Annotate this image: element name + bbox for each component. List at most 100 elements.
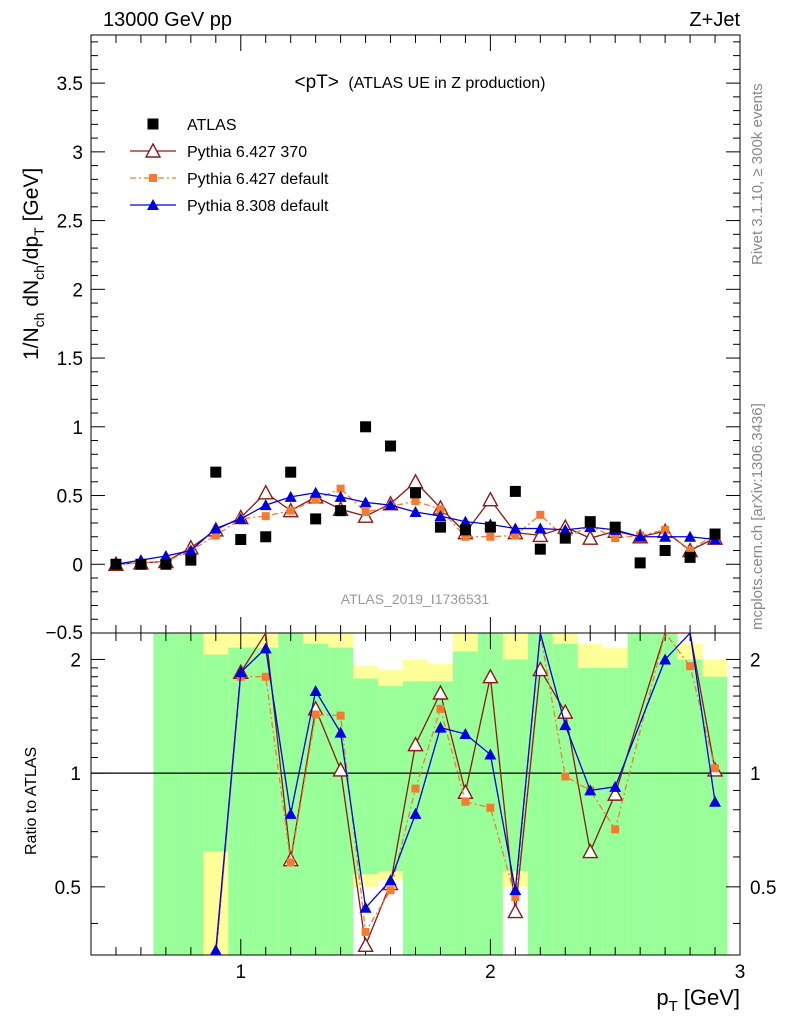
data-point <box>634 557 646 569</box>
ratio-data-point <box>486 803 495 812</box>
data-point <box>311 495 320 504</box>
y-axis-label-part: 1/N <box>20 327 43 360</box>
x-axis-label-unit: [GeV] <box>684 985 740 1010</box>
data-point <box>434 521 446 533</box>
data-point <box>261 512 270 521</box>
ratio-data-point <box>507 903 524 919</box>
y-tick-label-cut: −0.5 <box>45 623 83 644</box>
data-point <box>286 506 295 515</box>
ratio-band-green <box>627 633 653 955</box>
legend-entry: Pythia 6.427 default <box>187 171 329 188</box>
data-point <box>609 521 621 533</box>
legend-entry: Pythia 8.308 default <box>187 198 329 215</box>
legend-entry: ATLAS <box>187 117 237 134</box>
data-point <box>407 473 424 489</box>
ratio-axes: 1 2 3 0.5 0.5 1 1 2 2 <box>55 633 776 983</box>
data-point <box>534 543 546 555</box>
data-point <box>684 551 696 563</box>
y-axis-label-part: ch <box>31 265 47 280</box>
data-point <box>659 530 672 542</box>
data-point <box>336 484 345 493</box>
ratio-band-green <box>353 678 379 875</box>
ratio-data-point <box>484 748 497 760</box>
data-point <box>484 521 496 533</box>
ratio-data-point <box>286 858 295 867</box>
data-point <box>634 530 647 542</box>
x-tick-label: 3 <box>735 962 746 983</box>
ratio-data-point <box>607 785 624 801</box>
ratio-data-point <box>284 807 297 819</box>
series-ratio <box>209 631 724 956</box>
data-point <box>209 522 222 534</box>
y-tick-label: 2 <box>72 280 83 301</box>
data-point <box>185 554 197 566</box>
ratio-data-point <box>436 704 445 713</box>
y-axis-label-part: /dp <box>20 236 43 265</box>
ratio-band-green <box>577 667 603 955</box>
ratio-data-point <box>709 795 722 807</box>
data-point <box>511 531 520 540</box>
side-text-bottom: mcplots.cern.ch [arXiv:1306.3436] <box>749 403 766 630</box>
data-point <box>532 526 549 543</box>
data-point <box>257 484 274 500</box>
y-tick-label: 0 <box>72 555 83 576</box>
ratio-data-point <box>361 927 370 936</box>
legend: ATLAS Pythia 6.427 370 Pythia 6.427 defaul… <box>130 117 329 215</box>
y-tick-label: 3.5 <box>57 74 83 95</box>
data-point <box>135 558 147 570</box>
ratio-band-green <box>677 659 703 955</box>
y-axis-label-part: T <box>31 227 47 236</box>
side-text-top: Rivet 3.1.10, ≥ 300k events <box>749 83 766 265</box>
data-point <box>234 512 247 524</box>
data-point <box>384 499 397 511</box>
data-point <box>709 528 721 540</box>
x-tick-label: 1 <box>235 962 246 983</box>
ratio-tick-label: 2 <box>70 650 81 671</box>
data-point <box>159 550 172 562</box>
y-tick-label: 0.5 <box>57 487 83 508</box>
data-point <box>334 490 347 502</box>
data-point <box>582 529 599 545</box>
y-axis-label-part: dN <box>20 280 43 313</box>
ratio-data-point <box>209 944 222 956</box>
ratio-data-point <box>561 772 570 781</box>
data-point <box>659 545 671 557</box>
ratio-band-green <box>378 686 404 872</box>
y-axis-label: 1/Nch dNch/dpT [GeV] <box>20 168 47 360</box>
legend-marker <box>144 142 162 158</box>
ratio-data-point <box>311 710 320 719</box>
ratio-data-point <box>659 653 672 665</box>
data-point <box>536 510 545 519</box>
legend-entry: Pythia 6.427 370 <box>187 144 307 161</box>
ratio-tick-label: 1 <box>70 764 81 785</box>
data-point <box>184 544 197 556</box>
ratio-data-point <box>584 784 597 796</box>
ratio-data-point <box>332 761 349 777</box>
ratio-data-point <box>384 874 397 886</box>
data-point <box>559 532 571 544</box>
ratio-tick-label: 0.5 <box>55 878 81 899</box>
x-axis-label-main: p <box>656 985 668 1010</box>
ratio-data-point <box>234 666 247 678</box>
data-point <box>434 510 447 522</box>
ratio-band-green <box>527 633 553 955</box>
ratio-data-point <box>509 884 522 896</box>
data-point <box>534 522 547 534</box>
ratio-data-point <box>409 807 422 819</box>
data-point <box>260 531 272 543</box>
ratio-band-green <box>228 647 254 955</box>
ratio-data-point <box>461 797 470 806</box>
ratio-data-point <box>334 726 347 738</box>
plot-title-main: <pT> <box>295 72 339 93</box>
plot-title-sub: (ATLAS UE in Z production) <box>348 75 545 92</box>
data-point <box>410 487 421 499</box>
ratio-data-point <box>357 936 374 953</box>
data-point <box>409 506 422 518</box>
data-point <box>459 524 471 536</box>
ratio-series-line <box>215 631 716 951</box>
data-point <box>235 534 247 546</box>
ratio-data-point <box>511 892 520 901</box>
ratio-y-axis-label: Ratio to ATLAS <box>23 747 40 855</box>
data-point <box>509 522 522 534</box>
y-tick-label: 2.5 <box>57 212 83 233</box>
